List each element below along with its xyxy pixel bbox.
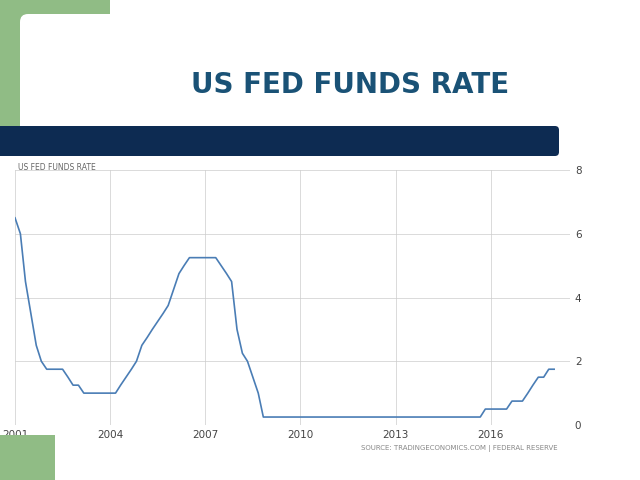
- Text: US FED FUNDS RATE: US FED FUNDS RATE: [191, 71, 509, 99]
- Text: SOURCE: TRADINGECONOMICS.COM | FEDERAL RESERVE: SOURCE: TRADINGECONOMICS.COM | FEDERAL R…: [362, 444, 558, 452]
- Bar: [0, 435, 55, 480]
- Text: US FED FUNDS RATE: US FED FUNDS RATE: [18, 164, 96, 172]
- Bar: [0, 0, 110, 155]
- FancyBboxPatch shape: [20, 14, 626, 158]
- FancyBboxPatch shape: [0, 126, 559, 156]
